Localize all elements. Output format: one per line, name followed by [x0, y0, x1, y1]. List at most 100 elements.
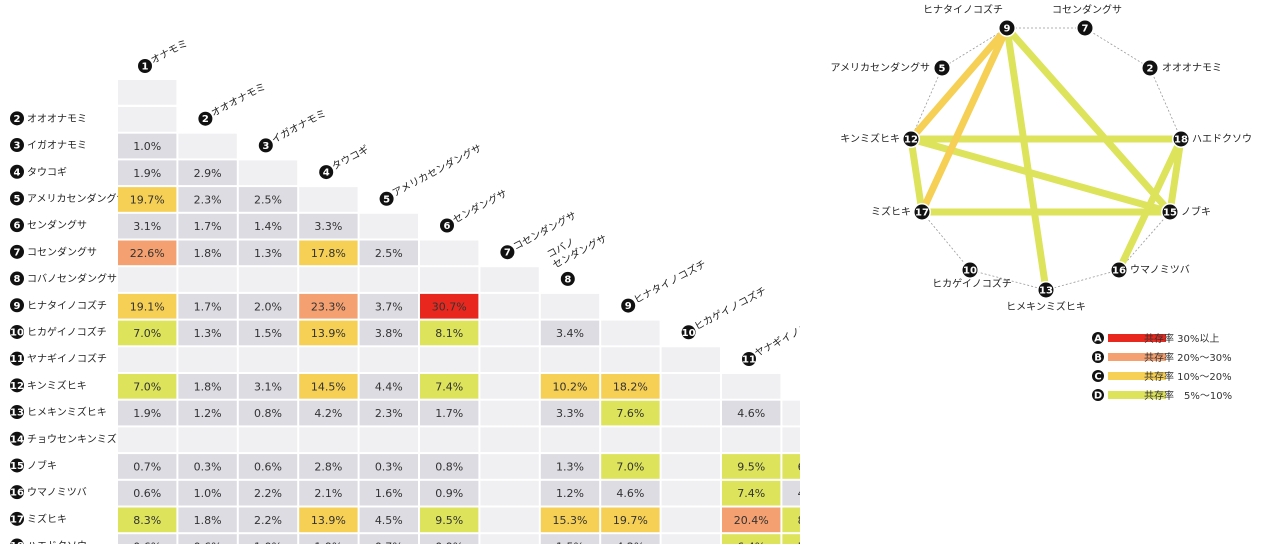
heatmap-cell: [299, 240, 358, 266]
legend-item-D: D 共存率 5%～10%: [1092, 389, 1232, 402]
svg-text:共存率 5%～10%: 共存率 5%～10%: [1144, 389, 1232, 402]
heatmap-cell: [661, 480, 720, 506]
heatmap-cell: [480, 427, 539, 453]
heatmap-cell: [359, 427, 418, 453]
heatmap-cell: [299, 507, 358, 533]
heatmap-cell: [601, 507, 660, 533]
heatmap-cell: [118, 293, 177, 319]
heatmap-cell: [480, 347, 539, 372]
cell-value: 3.1%: [133, 220, 161, 233]
cell-value: 1.9%: [133, 167, 161, 180]
row-badge-4: 4: [10, 164, 24, 179]
svg-text:6: 6: [444, 221, 451, 232]
network-node-15: 15: [1161, 203, 1179, 221]
svg-text:B: B: [1094, 353, 1102, 364]
svg-text:7: 7: [14, 247, 21, 258]
cell-value: 2.3%: [194, 193, 222, 206]
network-label-2: オオオナモミ: [1162, 62, 1222, 74]
heatmap-cell: [782, 454, 800, 479]
cell-value: 4.2%: [314, 407, 342, 420]
heatmap-cell: [178, 213, 237, 239]
network-edge: [1003, 24, 1050, 294]
heatmap-cell: [178, 320, 237, 346]
row-badge-3: 3: [10, 138, 24, 153]
svg-text:D: D: [1094, 391, 1102, 402]
heatmap-cell: [299, 427, 358, 453]
cell-value: 2.2%: [254, 487, 282, 500]
row-label-17: ミズヒキ: [27, 512, 67, 525]
svg-text:3: 3: [14, 141, 21, 152]
cell-value: 30.7%: [432, 300, 467, 313]
heatmap-cell: [420, 400, 479, 426]
row-badge-8: 8: [10, 271, 24, 286]
row-label-5: アメリカセンダングサ: [27, 192, 127, 205]
cell-value: 2.2%: [254, 514, 282, 527]
heatmap-cell: [178, 347, 237, 372]
cell-value: 6.4%: [737, 541, 765, 544]
heatmap-cell: [238, 427, 298, 453]
heatmap-cell: [118, 160, 177, 186]
cell-value: 1.7%: [194, 300, 222, 313]
heatmap-cell: [480, 507, 539, 533]
network-node-2: 2: [1141, 59, 1159, 77]
heatmap-cell: [722, 480, 781, 506]
row-badge-2: 2: [10, 111, 24, 126]
heatmap-cell: [118, 427, 177, 453]
svg-text:17: 17: [915, 208, 929, 219]
heatmap-cell: [118, 187, 177, 212]
heatmap-cell: [299, 347, 358, 372]
cell-value: 1.8%: [194, 514, 222, 527]
col-badge-3: 3: [258, 138, 273, 153]
cell-value: 1.9%: [314, 541, 342, 544]
cell-value: 13.9%: [311, 514, 346, 527]
heatmap-cell: [359, 320, 418, 346]
heatmap-cell: [118, 374, 177, 399]
cell-value: 20.4%: [734, 514, 769, 527]
svg-text:11: 11: [10, 354, 24, 365]
row-label-15: ノブキ: [27, 459, 57, 472]
heatmap-cell: [601, 347, 660, 372]
heatmap-cell: [722, 374, 781, 399]
heatmap-cell: [420, 507, 479, 533]
svg-text:7: 7: [504, 248, 511, 259]
heatmap-cell: [722, 400, 781, 426]
heatmap-cell: [178, 534, 237, 544]
cell-value: 7.0%: [616, 460, 644, 473]
row-label-6: センダングサ: [27, 219, 87, 232]
cell-value: 8.8%: [798, 514, 800, 527]
svg-text:18: 18: [10, 541, 24, 544]
svg-text:16: 16: [1112, 266, 1126, 277]
heatmap-cell: [299, 480, 358, 506]
heatmap-cell: [420, 267, 479, 292]
row-badge-9: 9: [10, 298, 24, 313]
cell-value: 0.9%: [435, 541, 463, 544]
heatmap-cell: [118, 213, 177, 239]
heatmap-cell: [238, 454, 298, 479]
heatmap-cell: [480, 267, 539, 292]
heatmap-cell: [661, 454, 720, 479]
network-node-7: 7: [1076, 19, 1094, 37]
cell-value: 0.6%: [133, 487, 161, 500]
cell-value: 7.4%: [435, 380, 463, 393]
heatmap-cell: [299, 267, 358, 292]
heatmap-cell: [601, 320, 660, 346]
heatmap-cell: [601, 534, 660, 544]
heatmap-cell: [540, 427, 600, 453]
cell-value: 4.2%: [616, 541, 644, 544]
row-badge-18: 18: [10, 538, 24, 544]
network-edge: [907, 135, 926, 216]
svg-text:14: 14: [10, 434, 24, 445]
col-badge-5: 5: [379, 191, 394, 206]
cell-value: 1.5%: [556, 541, 584, 544]
heatmap-cell: [238, 480, 298, 506]
svg-text:10: 10: [963, 266, 977, 277]
row-label-9: ヒナタイノコズチ: [27, 299, 107, 312]
heatmap-cell: [238, 213, 298, 239]
heatmap-cell: [420, 240, 479, 266]
heatmap-cell: [238, 400, 298, 426]
svg-text:C: C: [1094, 372, 1101, 383]
svg-text:18: 18: [1174, 135, 1188, 146]
heatmap-cell: [540, 400, 600, 426]
heatmap-cell: [540, 293, 600, 319]
heatmap-cell: [118, 347, 177, 372]
